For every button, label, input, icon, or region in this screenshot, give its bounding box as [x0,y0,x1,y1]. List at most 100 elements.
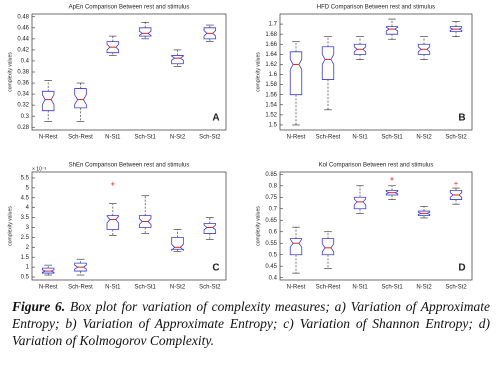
panel-title: Kol Comparison Between rest and stimulus [319,163,434,169]
x-tick-label: N-Rest [39,285,58,291]
outlier [454,181,458,186]
x-tick-label: N-St1 [105,135,121,141]
y-multiplier: × 10⁻³ [32,166,47,172]
y-tick-label: 5.5 [21,176,30,182]
panel-title: ShEn Comparison Between rest and stimulu… [69,163,190,169]
x-tick-label: N-Rest [39,135,58,141]
y-tick-label: 0.6 [269,229,278,235]
y-tick-label: 2.5 [21,235,30,241]
y-tick-label: 4 [26,205,30,211]
panel-label: C [212,263,219,274]
plot-frame [31,13,227,131]
box [41,90,55,112]
y-tick-label: 0.8 [269,183,278,189]
y-tick-label: 0.5 [269,252,278,258]
box [385,26,399,35]
y-tick-label: 0.48 [17,14,29,20]
box [353,196,367,210]
y-tick-label: 1.6 [269,72,278,78]
y-tick-label: 1.7 [269,22,278,28]
y-tick-label: 1 [26,265,30,271]
y-tick-label: 0.32 [17,103,29,109]
x-tick-label: N-Rest [287,285,306,291]
caption-text: Box plot for variation of complexity mea… [12,299,490,348]
plot-frame [279,13,473,131]
panel-title: HFD Comparison Between rest and stimulus [317,5,435,11]
y-tick-label: 0.7 [269,206,278,212]
y-tick-label: 0.42 [17,47,29,53]
y-tick-label: 0.5 [21,275,30,281]
x-tick-label: Sch-St1 [134,285,156,291]
x-tick-label: Sch-St1 [381,135,403,141]
y-tick-label: 0.3 [21,114,30,120]
y-axis-label: complexity values [255,206,261,246]
x-tick-label: N-St2 [170,135,186,141]
x-tick-label: Sch-St2 [199,285,221,291]
y-tick-label: 2 [26,245,30,251]
y-tick-label: 1.5 [21,255,30,261]
x-tick-label: Sch-St2 [199,135,221,141]
y-axis-label: complexity values [255,52,261,92]
box [289,238,303,256]
y-axis-label: complexity values [7,206,13,246]
y-tick-label: 1.56 [265,92,277,98]
y-tick-label: 0.38 [17,70,29,76]
y-tick-label: 1.54 [265,102,277,108]
y-tick-label: 0.4 [21,59,30,65]
x-tick-label: Sch-Rest [68,135,93,141]
box [106,215,120,230]
outlier [390,176,394,181]
y-tick-label: 0.28 [17,125,29,131]
x-tick-label: Sch-St2 [445,135,467,141]
y-tick-label: 0.46 [17,25,29,31]
caption-label: Figure 6. [12,299,66,314]
y-tick-label: 1.58 [265,82,277,88]
x-tick-label: N-St2 [416,285,432,291]
x-tick-label: N-St1 [352,135,368,141]
y-tick-label: 1.68 [265,32,277,38]
y-tick-label: 0.36 [17,81,29,87]
x-tick-label: N-St2 [170,285,186,291]
figure: ApEn Comparison Between rest and stimulu… [7,5,473,291]
y-tick-label: 0.75 [265,195,277,201]
box [171,236,184,252]
y-tick-label: 1.66 [265,42,277,48]
y-tick-label: 1.64 [265,52,277,58]
y-tick-label: 3.5 [21,215,30,221]
y-tick-label: 1.52 [265,112,277,118]
x-tick-label: Sch-St2 [445,285,467,291]
y-tick-label: 0.65 [265,218,277,224]
x-tick-label: N-St1 [105,285,121,291]
y-tick-label: 0.55 [265,241,277,247]
plot-frame [31,171,227,281]
y-tick-label: 0.44 [17,36,29,42]
y-tick-label: 3 [26,225,30,231]
plot-frame [279,171,473,281]
y-tick-label: 5 [26,185,30,191]
caption: Figure 6. Box plot for variation of comp… [12,298,490,349]
y-tick-label: 0.34 [17,92,29,98]
x-tick-label: N-St1 [352,285,368,291]
panel-label: D [458,263,465,274]
y-axis-label: complexity values [7,52,13,92]
y-tick-label: 0.45 [265,264,277,270]
y-tick-label: 0.4 [269,275,278,281]
box [203,223,217,234]
x-tick-label: Sch-St1 [381,285,403,291]
panel-label: A [212,113,219,124]
x-tick-label: Sch-Rest [316,285,341,291]
outlier [110,181,115,186]
y-tick-label: 4.5 [21,195,30,201]
box [74,88,87,109]
box [171,55,184,65]
x-tick-label: N-St2 [416,135,432,141]
box [138,27,152,37]
y-tick-label: 1.5 [269,123,278,129]
box [321,238,335,256]
y-tick-label: 0.85 [265,172,277,178]
box [289,51,303,96]
x-tick-label: N-Rest [287,135,306,141]
x-tick-label: Sch-St1 [134,135,156,141]
box [321,46,335,80]
